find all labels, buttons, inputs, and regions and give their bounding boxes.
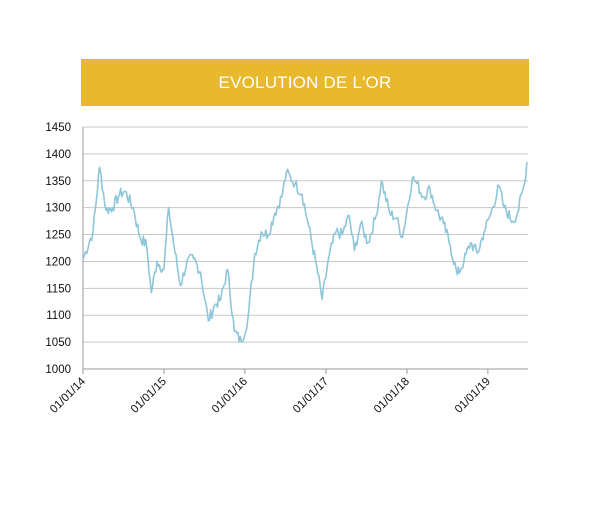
y-tick-label: 1200 bbox=[45, 256, 71, 268]
x-axis-ticks: 01/01/14 01/01/15 01/01/16 01/01/17 01/01/18… bbox=[48, 369, 493, 416]
x-tick-label: 01/01/15 bbox=[129, 376, 169, 416]
y-tick-label: 1300 bbox=[45, 203, 71, 215]
x-tick-label: 01/01/17 bbox=[291, 376, 331, 416]
x-tick-label: 01/01/18 bbox=[372, 376, 412, 416]
y-tick-label: 1100 bbox=[46, 310, 71, 322]
y-tick-label: 1450 bbox=[45, 122, 71, 134]
y-tick-label: 1350 bbox=[45, 176, 71, 188]
grid-lines bbox=[83, 126, 528, 343]
y-tick-label: 1400 bbox=[45, 149, 71, 161]
chart-title: EVOLUTION DE L'OR bbox=[218, 72, 392, 92]
x-tick-label: 01/01/16 bbox=[210, 376, 250, 416]
x-tick-label: 01/01/19 bbox=[453, 376, 493, 416]
y-tick-label: 1050 bbox=[45, 337, 71, 349]
gold-price-line bbox=[82, 161, 528, 343]
y-axis-ticks: 1000 1050 1100 1150 1200 1250 1300 1350 1400 1450 bbox=[45, 122, 71, 376]
y-tick-label: 1250 bbox=[45, 230, 71, 242]
y-tick-label: 1000 bbox=[45, 364, 71, 376]
x-tick-label: 01/01/14 bbox=[48, 375, 89, 416]
y-tick-label: 1150 bbox=[46, 283, 71, 295]
chart-title-banner: EVOLUTION DE L'OR bbox=[81, 59, 529, 106]
